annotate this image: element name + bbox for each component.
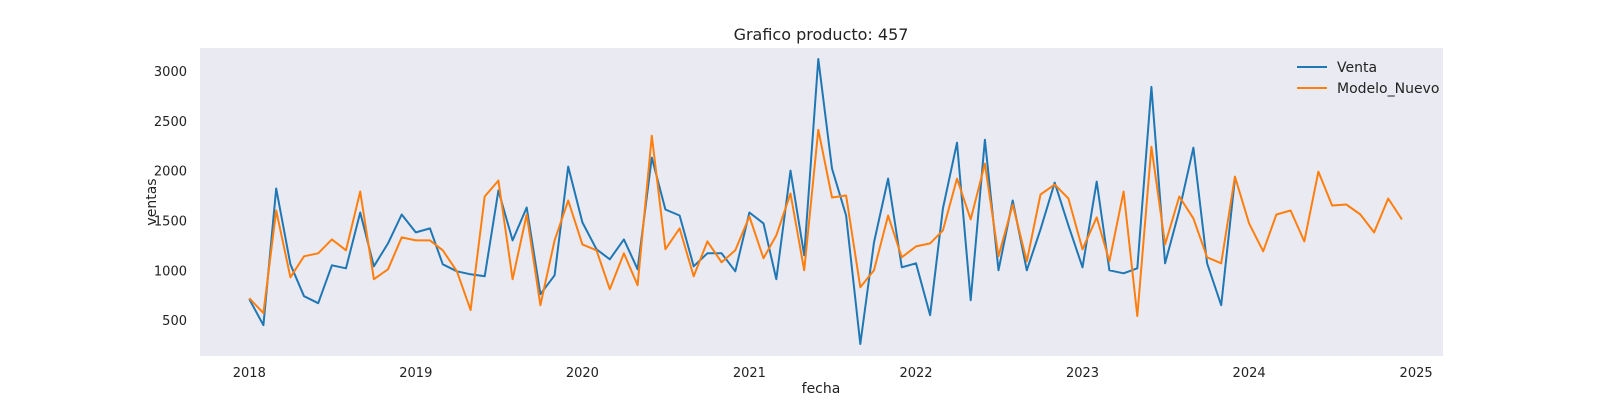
x-tick-label: 2019 bbox=[399, 366, 432, 381]
legend: Venta Modelo_Nuevo bbox=[1297, 60, 1439, 97]
x-tick-label: 2022 bbox=[899, 366, 932, 381]
y-axis-label: ventas bbox=[144, 178, 160, 225]
x-tick-label: 2018 bbox=[233, 366, 266, 381]
x-tick-label: 2020 bbox=[566, 366, 599, 381]
y-tick-label: 1000 bbox=[154, 264, 187, 279]
legend-label: Venta bbox=[1337, 60, 1377, 76]
y-tick-labels: 500 1000 1500 2000 2500 3000 bbox=[154, 65, 187, 329]
y-tick-label: 2000 bbox=[154, 165, 187, 180]
x-axis-label: fecha bbox=[802, 381, 841, 397]
y-tick-label: 500 bbox=[162, 314, 187, 329]
y-tick-label: 2500 bbox=[154, 115, 187, 130]
x-tick-labels: 2018 2019 2020 2021 2022 2023 2024 2025 bbox=[233, 366, 1433, 381]
series-line-1 bbox=[248, 128, 1403, 318]
plot-area bbox=[200, 48, 1443, 356]
y-tick-label: 3000 bbox=[154, 65, 187, 80]
series-line-0 bbox=[248, 58, 1236, 345]
x-tick-label: 2021 bbox=[733, 366, 766, 381]
chart-title: Grafico producto: 457 bbox=[734, 25, 909, 44]
x-tick-label: 2023 bbox=[1066, 366, 1099, 381]
x-tick-label: 2024 bbox=[1233, 366, 1266, 381]
series-lines bbox=[248, 58, 1403, 345]
x-tick-label: 2025 bbox=[1400, 366, 1433, 381]
y-tick-label: 1500 bbox=[154, 214, 187, 229]
legend-label: Modelo_Nuevo bbox=[1337, 81, 1439, 97]
